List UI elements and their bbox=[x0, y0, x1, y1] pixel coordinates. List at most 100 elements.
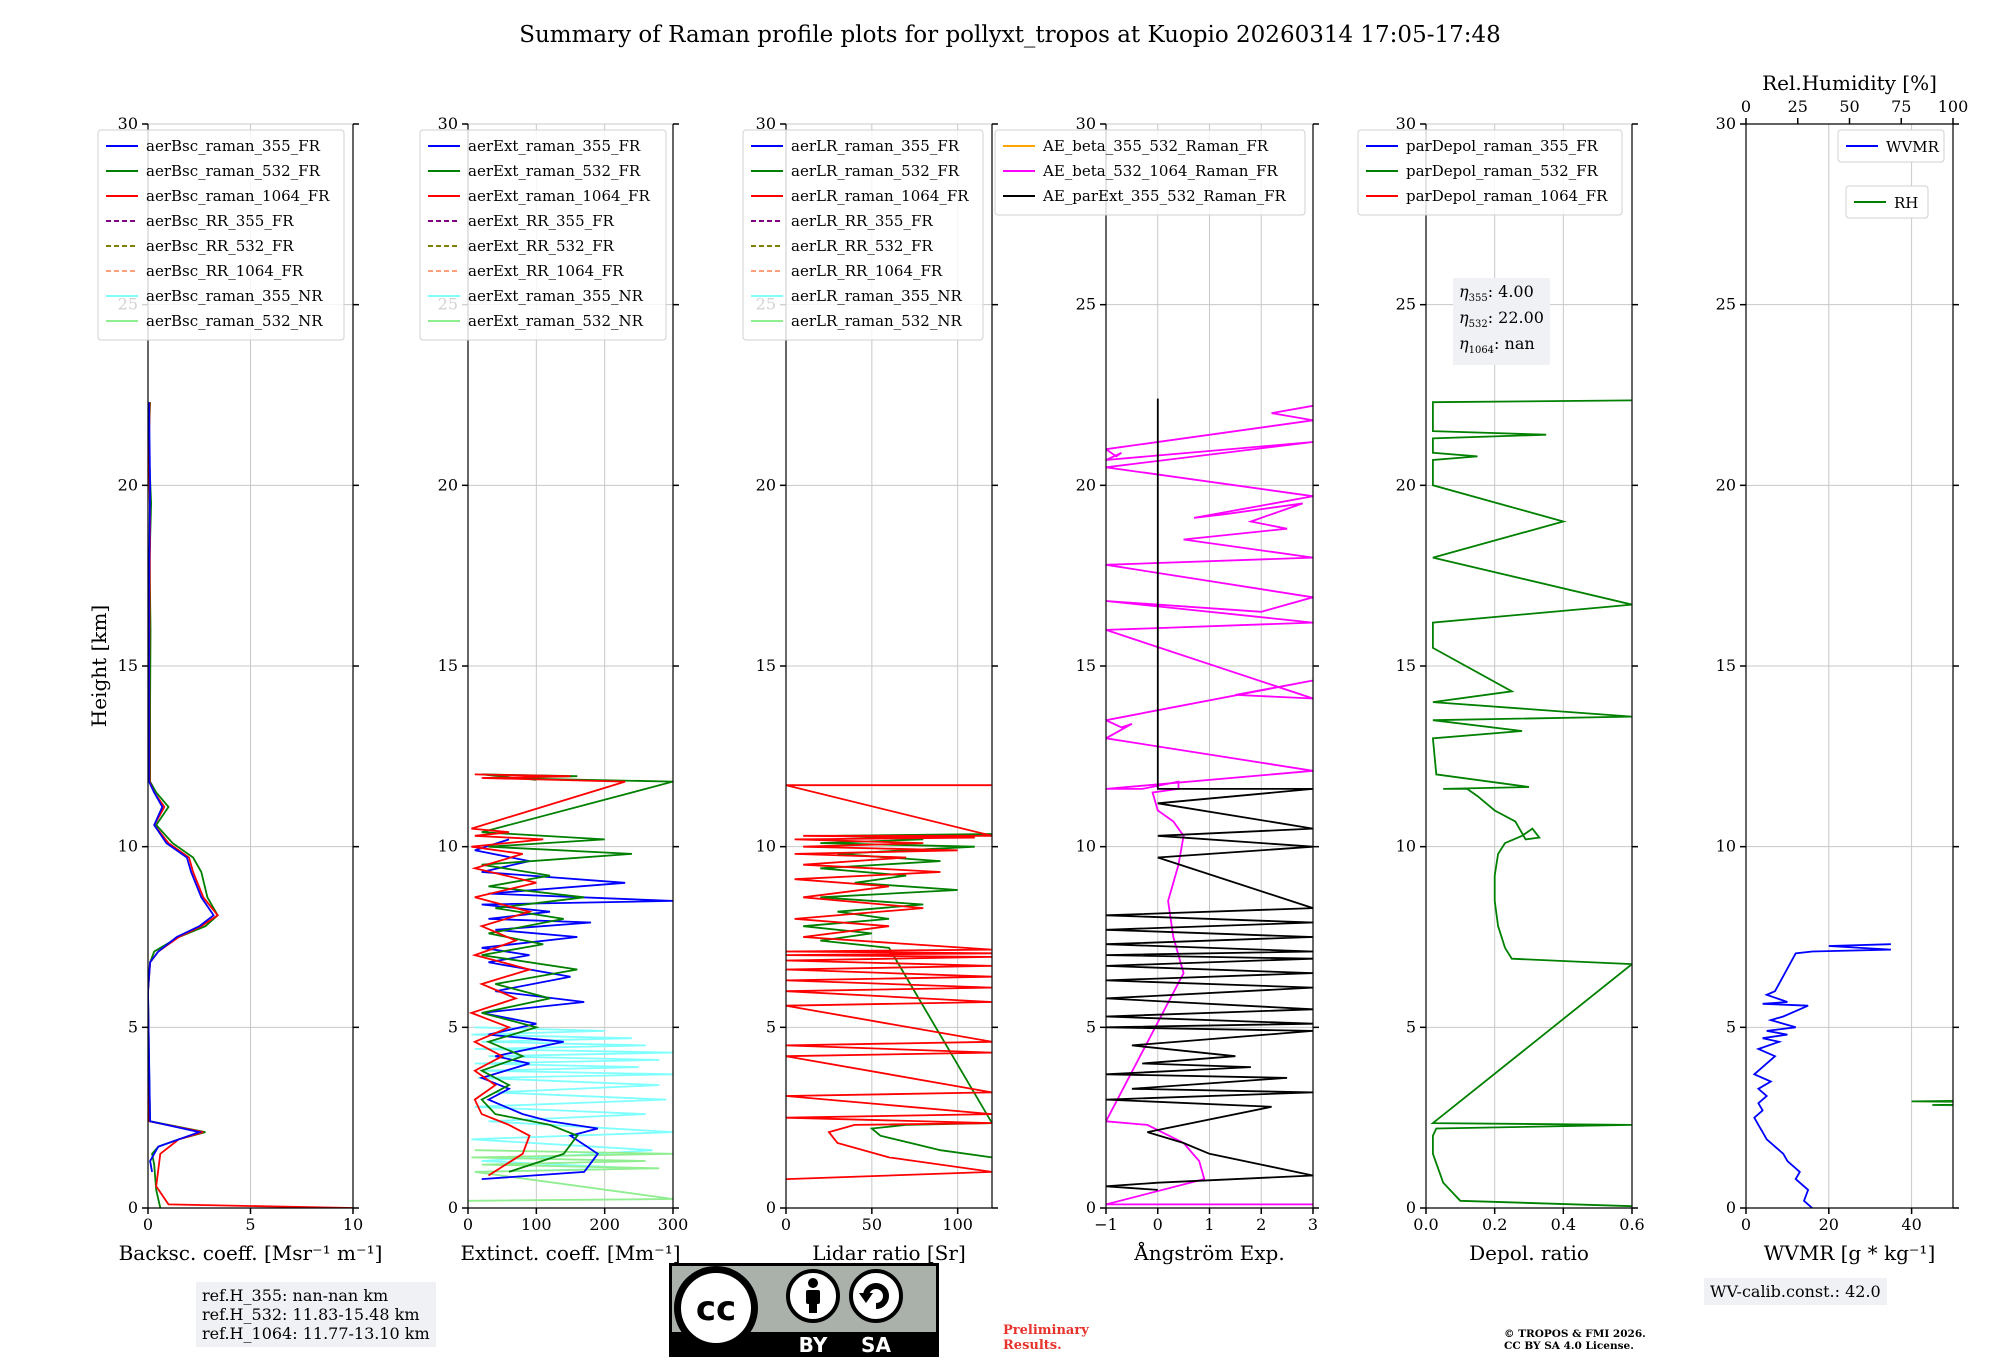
y-tick-label: 10 bbox=[1076, 837, 1096, 856]
y-tick-label: 5 bbox=[1086, 1017, 1096, 1036]
x-tick-label: 300 bbox=[658, 1215, 689, 1234]
x-tick-label: 5 bbox=[245, 1215, 255, 1234]
legend-frame bbox=[1845, 185, 1929, 219]
series-line-RH bbox=[1911, 1093, 1953, 1110]
y-tick-label: 0 bbox=[766, 1198, 776, 1217]
copyright-line2: CC BY SA 4.0 License. bbox=[1504, 1340, 1634, 1352]
y-tick-label: 25 bbox=[1076, 295, 1096, 314]
x-axis-label: Lidar ratio [Sr] bbox=[812, 1241, 966, 1265]
x-tick-label: 0 bbox=[781, 1215, 791, 1234]
x-axis-label: Depol. ratio bbox=[1469, 1241, 1589, 1265]
legend-label: aerLR_raman_532_FR bbox=[791, 162, 960, 180]
x-axis-label: Extinct. coeff. [Mm⁻¹] bbox=[460, 1241, 680, 1265]
legend-label: AE_beta_532_1064_Raman_FR bbox=[1042, 162, 1278, 180]
copyright-line1: © TROPOS & FMI 2026. bbox=[1504, 1328, 1646, 1340]
legend: aerExt_raman_355_FR aerExt_raman_532_FRae… bbox=[419, 129, 667, 341]
legend-label: aerExt_raman_532_FR bbox=[468, 162, 641, 180]
y-tick-label: 30 bbox=[1716, 114, 1736, 133]
legend-frame bbox=[1837, 129, 1945, 163]
legend-label: aerBsc_raman_532_NR bbox=[146, 312, 323, 330]
legend-label: aerExt_RR_532_FR bbox=[468, 237, 615, 255]
preliminary-results-note: Preliminary Results. bbox=[1003, 1323, 1089, 1353]
chart-lr: 051015202530050100Lidar ratio [Sr]aerLR_… bbox=[742, 114, 998, 1265]
legend-label: aerBsc_RR_355_FR bbox=[146, 212, 294, 230]
top-x-tick-label: 0 bbox=[1741, 97, 1751, 116]
x-axis-label: Backsc. coeff. [Msr⁻¹ m⁻¹] bbox=[119, 1241, 383, 1265]
y-tick-label: 10 bbox=[438, 837, 458, 856]
cc-license-badge: cc BY SA bbox=[669, 1263, 939, 1357]
x-axis-label: Ångström Exp. bbox=[1133, 1240, 1284, 1265]
legend-label: aerLR_raman_355_FR bbox=[791, 137, 960, 155]
y-tick-label: 5 bbox=[128, 1017, 138, 1036]
series-line-AE_beta_532_1064_Raman_FR bbox=[1106, 404, 1313, 1206]
chart-wv: 0 5 10 15 20 25 30 0 20 40 WVMR [g * kg⁻¹] 0 25 50 75 1… bbox=[1716, 71, 1969, 1265]
legend-label: aerLR_raman_532_NR bbox=[791, 312, 962, 330]
x-tick-label: 100 bbox=[521, 1215, 552, 1234]
y-tick-label: 10 bbox=[1396, 837, 1416, 856]
top-axis-label: Rel.Humidity [%] bbox=[1762, 71, 1937, 95]
x-tick-label: 1 bbox=[1204, 1215, 1214, 1234]
eta-1064: η1064: nan bbox=[1459, 334, 1535, 357]
x-tick-label: −1 bbox=[1094, 1215, 1118, 1234]
x-tick-label: 40 bbox=[1901, 1215, 1921, 1234]
by-person-head bbox=[808, 1278, 818, 1288]
x-tick-label: 200 bbox=[589, 1215, 620, 1234]
x-tick-label: 0.0 bbox=[1413, 1215, 1438, 1234]
x-axis-label: WVMR [g * kg⁻¹] bbox=[1764, 1241, 1936, 1265]
legend-label: aerExt_RR_355_FR bbox=[468, 212, 615, 230]
legend-label: aerBsc_RR_532_FR bbox=[146, 237, 294, 255]
legend-label: AE_parExt_355_532_Raman_FR bbox=[1042, 187, 1287, 205]
y-tick-label: 0 bbox=[1406, 1198, 1416, 1217]
series-line-aerBsc_raman_532_FR bbox=[148, 402, 219, 1208]
preliminary-line2: Results. bbox=[1003, 1338, 1062, 1353]
series-line-aerExt_raman_532_FR bbox=[479, 773, 673, 1173]
y-tick-label: 15 bbox=[1396, 656, 1416, 675]
x-tick-label: 3 bbox=[1308, 1215, 1318, 1234]
x-tick-label: 100 bbox=[942, 1215, 973, 1234]
series-line-WVMR bbox=[1752, 943, 1891, 1208]
y-tick-label: 20 bbox=[756, 475, 776, 494]
series-line-aerExt_raman_355_NR bbox=[471, 1026, 673, 1173]
y-tick-label: 15 bbox=[118, 656, 138, 675]
series-line-aerBsc_raman_355_FR bbox=[148, 402, 215, 1173]
figure-title: Summary of Raman profile plots for polly… bbox=[519, 22, 1501, 48]
y-tick-label: 15 bbox=[438, 656, 458, 675]
legend-label: aerExt_raman_355_FR bbox=[468, 137, 641, 155]
legend-rh: RH bbox=[1845, 185, 1929, 219]
sa-share-alike-icon bbox=[849, 1269, 903, 1323]
sa-arrow-head bbox=[859, 1293, 873, 1303]
y-tick-label: 5 bbox=[448, 1017, 458, 1036]
legend-label: AE_beta_355_532_Raman_FR bbox=[1042, 137, 1269, 155]
legend-label: RH bbox=[1894, 194, 1918, 212]
legend-frame bbox=[419, 129, 667, 341]
y-tick-label: 30 bbox=[438, 114, 458, 133]
legend: aerLR_raman_355_FR aerLR_raman_532_FR aerL… bbox=[742, 129, 984, 341]
legend: aerBsc_raman_355_FR aerBsc_raman_532_FRae… bbox=[97, 129, 345, 341]
by-person-body bbox=[806, 1290, 820, 1304]
eta-box: η355: 4.00 η532: 22.00 η1064: nan bbox=[1453, 278, 1550, 365]
legend-frame bbox=[994, 129, 1306, 216]
legend-label: parDepol_raman_1064_FR bbox=[1406, 187, 1608, 205]
legend-label: aerLR_RR_1064_FR bbox=[791, 262, 943, 280]
legend-frame bbox=[1357, 129, 1623, 216]
y-tick-label: 30 bbox=[1396, 114, 1416, 133]
top-x-tick-label: 25 bbox=[1788, 97, 1808, 116]
x-tick-label: 0 bbox=[143, 1215, 153, 1234]
y-tick-label: 0 bbox=[448, 1198, 458, 1217]
by-person-legs bbox=[809, 1302, 817, 1313]
y-tick-label: 10 bbox=[1716, 837, 1736, 856]
y-tick-label: 20 bbox=[1716, 475, 1736, 494]
x-tick-label: 2 bbox=[1256, 1215, 1266, 1234]
y-tick-label: 25 bbox=[1396, 295, 1416, 314]
x-tick-label: 20 bbox=[1819, 1215, 1839, 1234]
y-tick-label: 15 bbox=[1716, 656, 1736, 675]
preliminary-line1: Preliminary bbox=[1003, 1323, 1089, 1338]
x-tick-label: 0 bbox=[1741, 1215, 1751, 1234]
y-axis-label: Height [km] bbox=[87, 605, 111, 727]
wv-calib-box: WV-calib.const.: 42.0 bbox=[1704, 1278, 1887, 1305]
series-line-aerExt_raman_532_NR bbox=[468, 1149, 673, 1202]
sa-label: SA bbox=[861, 1333, 891, 1357]
x-tick-label: 0 bbox=[1153, 1215, 1163, 1234]
